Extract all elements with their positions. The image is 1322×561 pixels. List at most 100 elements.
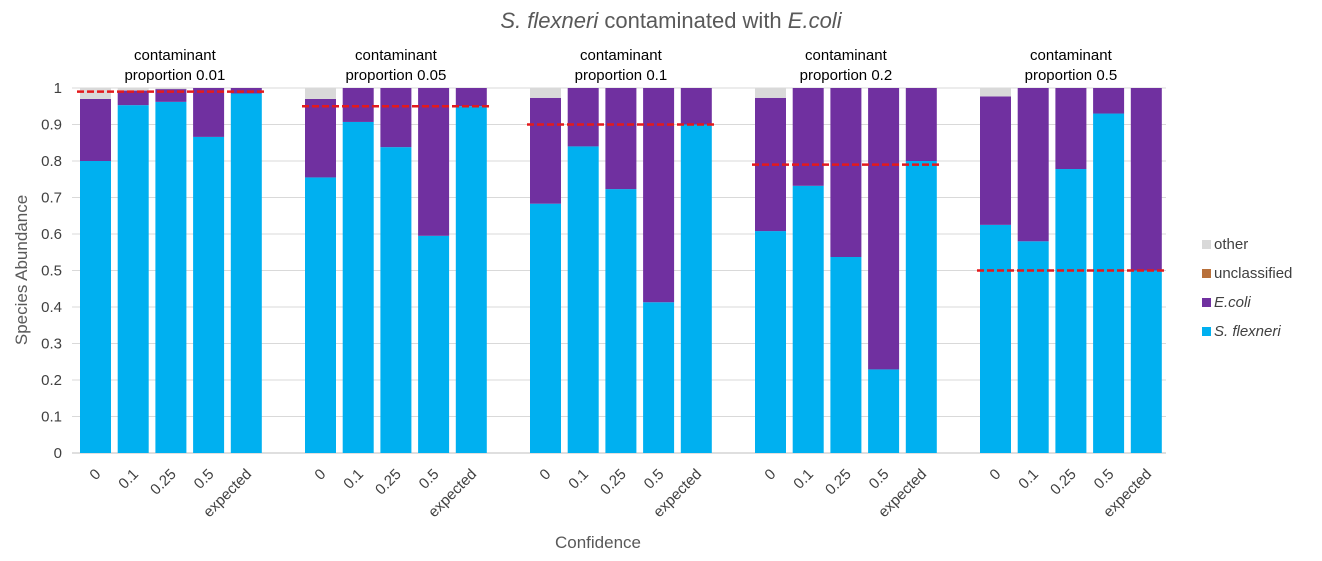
bar-segment [342, 121, 374, 453]
legend-swatch [1202, 269, 1211, 278]
bar-segment [680, 124, 712, 453]
x-tick-label: 0.1 [340, 466, 367, 493]
bar-segment [380, 88, 412, 148]
x-tick-label: 0.5 [191, 466, 218, 493]
x-tick-label: 0 [761, 466, 779, 484]
group-label-line1: contaminant [580, 47, 663, 64]
bar-segment [830, 256, 862, 453]
bar-segment [80, 98, 111, 161]
x-tick-label: 0.5 [641, 466, 668, 493]
y-tick-label: 0.7 [41, 190, 62, 207]
bar-segment [1055, 169, 1087, 453]
legend-item: E.coli [1202, 294, 1251, 311]
bar-segment [530, 203, 561, 453]
bar-segment [193, 88, 225, 137]
bar-segment [418, 88, 450, 236]
group-label-line2: proportion 0.5 [1025, 67, 1118, 84]
bar-segment [1093, 113, 1125, 454]
y-tick-label: 0 [54, 445, 62, 462]
bar-segment [567, 88, 599, 147]
legend-item: S. flexneri [1202, 323, 1281, 340]
legend-label: unclassified [1214, 265, 1292, 282]
bar-segment [905, 88, 937, 161]
bar-segment [80, 161, 111, 453]
group-label-line2: proportion 0.05 [345, 67, 446, 84]
bar-segment [755, 97, 786, 232]
bar-segment [643, 302, 675, 453]
y-tick-label: 1 [54, 80, 62, 97]
legend-label: other [1214, 236, 1248, 253]
legend-label: S. flexneri [1214, 323, 1281, 340]
y-axis-label: Species Abundance [12, 195, 31, 345]
bar-segment [1093, 88, 1125, 114]
bar-segment [230, 88, 262, 94]
bar-segment [868, 369, 900, 453]
x-tick-label: 0.25 [822, 466, 855, 499]
bar-segment [342, 88, 374, 122]
bar-segment [530, 97, 561, 204]
x-tick-label: 0 [311, 466, 329, 484]
bar-group [755, 88, 937, 453]
bar-segment [155, 101, 187, 454]
bar-segment [305, 98, 336, 178]
bar-segment [117, 88, 149, 91]
bar-group [80, 88, 262, 454]
bar-segment [605, 189, 637, 454]
group-label-line1: contaminant [134, 47, 217, 64]
bar-segment [117, 105, 149, 453]
bar-segment [80, 88, 111, 99]
legend-swatch [1202, 327, 1211, 336]
group-label-line1: contaminant [1030, 47, 1113, 64]
x-tick-label: 0.1 [565, 466, 592, 493]
y-tick-label: 0.8 [41, 153, 62, 170]
x-tick-label: 0.25 [597, 466, 630, 499]
x-tick-label: 0 [86, 466, 104, 484]
group-labels: contaminant proportion 0.01 contaminant pro… [124, 47, 1117, 84]
bar-segment [1017, 88, 1049, 242]
bar-segment [755, 88, 786, 98]
x-tick-label: 0.25 [1047, 466, 1080, 499]
x-tick-label: 0.5 [416, 466, 443, 493]
x-tick-label: 0 [536, 466, 554, 484]
bar-group [530, 88, 712, 454]
legend-item: unclassified [1202, 265, 1292, 282]
bar-segment [567, 146, 599, 453]
x-tick-label: 0.25 [372, 466, 405, 499]
bar-segment [905, 161, 937, 453]
y-tick-label: 0.6 [41, 226, 62, 243]
group-label-line2: proportion 0.01 [124, 67, 225, 84]
x-tick-label: 0.5 [866, 466, 893, 493]
y-tick-label: 0.1 [41, 409, 62, 426]
bar-segment [643, 88, 675, 303]
x-tick-label: 0.5 [1091, 466, 1118, 493]
bar-segment [530, 88, 561, 98]
bar-segment [980, 96, 1011, 225]
legend-label: E.coli [1214, 294, 1251, 311]
bar-segment [1130, 270, 1162, 453]
bar-segment [230, 93, 262, 453]
legend: other unclassified E.coli S. flexneri [1202, 236, 1292, 340]
group-label-line1: contaminant [355, 47, 438, 64]
y-tick-label: 0.4 [41, 299, 62, 316]
bar-segment [155, 88, 187, 90]
bar-segment [792, 88, 824, 186]
y-tick-label: 0.5 [41, 263, 62, 280]
legend-swatch [1202, 240, 1211, 249]
bar-segment [1130, 88, 1162, 271]
bar-segment [755, 231, 786, 453]
bar-segment [1055, 88, 1087, 170]
expected-reference-lines [77, 90, 1165, 272]
bar-group [305, 88, 487, 454]
x-axis-label: Confidence [555, 533, 641, 552]
x-tick-label: 0 [986, 466, 1004, 484]
y-tick-label: 0.2 [41, 372, 62, 389]
bar-segment [455, 106, 487, 453]
x-tick-label: 0.1 [1015, 466, 1042, 493]
x-tick-label: 0.1 [790, 466, 817, 493]
title-contaminant: E.coli [788, 8, 843, 33]
bar-segment [980, 224, 1011, 453]
y-tick-label: 0.9 [41, 117, 62, 134]
x-tick-label: 0.25 [147, 466, 180, 499]
bar-segment [792, 185, 824, 453]
